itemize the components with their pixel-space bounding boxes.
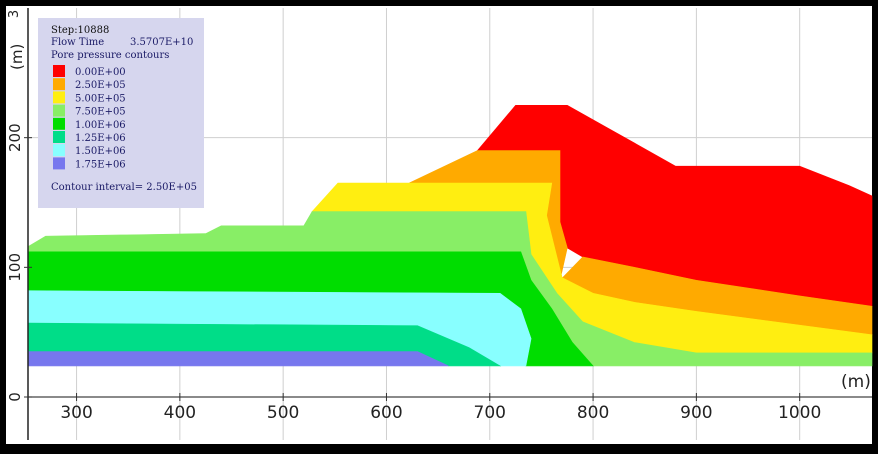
x-axis-label: (m)	[841, 372, 871, 392]
y-tick-label-200: 200	[6, 123, 24, 152]
legend-title: Pore pressure contours	[51, 50, 169, 61]
legend-label-3: 5.00E+05	[75, 93, 126, 104]
legend-background	[38, 18, 204, 208]
x-tick-label-1000: 1000	[778, 403, 821, 423]
legend-label-4: 7.50E+05	[75, 107, 126, 118]
legend-swatch-8	[53, 157, 65, 170]
legend-swatch-1	[53, 65, 65, 77]
legend-swatch-3	[53, 91, 65, 104]
legend-items: 0.00E+00 2.50E+05 5.00E+05 7.50E+05 1.00E+06…	[53, 65, 126, 170]
legend-label-2: 2.50E+05	[75, 80, 126, 91]
x-tick-label-300: 300	[60, 403, 92, 423]
x-tick-label-600: 600	[370, 403, 402, 423]
contour-interval-label: Contour interval= 2.50E+05	[51, 182, 197, 193]
contour-band-8	[27, 351, 449, 367]
legend-label-8: 1.75E+06	[75, 159, 126, 170]
legend-label-6: 1.25E+06	[75, 133, 126, 144]
x-tick-label-900: 900	[680, 403, 712, 423]
y-tick-label-100: 100	[6, 253, 24, 282]
x-tick-label-800: 800	[577, 403, 609, 423]
flow-time-label: Flow Time	[51, 37, 104, 48]
legend-label-1: 0.00E+00	[75, 67, 126, 78]
y-tick-label-0: 0	[6, 392, 24, 402]
x-tick-label-400: 400	[164, 403, 196, 423]
legend-swatch-7	[53, 144, 65, 157]
y-tick-labels: 0 100 200 3	[6, 10, 32, 402]
flow-time-value: 3.5707E+10	[130, 37, 193, 48]
x-tick-labels: 300 400 500 600 700 800 900 1000	[60, 393, 821, 423]
legend-swatch-6	[53, 131, 65, 143]
y-axis-label: (m)	[8, 44, 26, 70]
legend-label-5: 1.00E+06	[75, 120, 126, 131]
x-tick-label-700: 700	[474, 403, 506, 423]
legend-swatch-2	[53, 78, 65, 91]
legend-swatch-4	[53, 104, 65, 117]
y-tick-label-top: 3	[7, 10, 22, 18]
step-label: Step:10888	[51, 25, 109, 36]
legend-label-7: 1.50E+06	[75, 146, 126, 157]
legend: Step:10888 Flow Time 3.5707E+10 Pore pre…	[38, 18, 204, 208]
legend-swatch-5	[53, 117, 65, 130]
contour-bands	[27, 105, 873, 367]
x-tick-label-500: 500	[267, 403, 299, 423]
